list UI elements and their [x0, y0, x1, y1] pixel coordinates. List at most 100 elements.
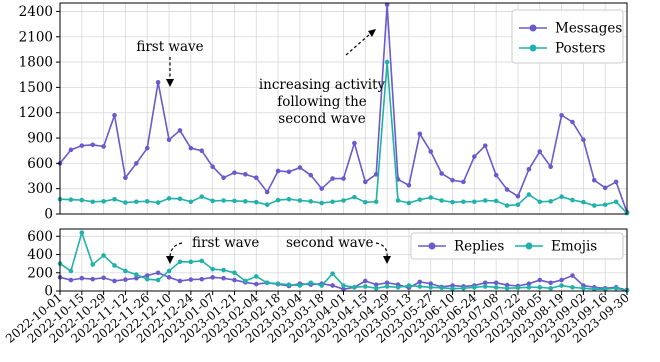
data-point-posters: [319, 200, 324, 206]
data-point-emojis: [613, 285, 619, 291]
data-point-messages: [221, 175, 226, 181]
data-point-messages: [559, 112, 564, 118]
data-point-emojis: [417, 284, 423, 289]
data-point-replies: [155, 270, 161, 276]
data-point-posters: [472, 199, 477, 205]
data-point-emojis: [406, 283, 412, 288]
data-point-replies: [210, 275, 215, 280]
data-point-posters: [384, 59, 390, 65]
data-point-emojis: [188, 259, 194, 265]
data-point-posters: [482, 198, 488, 203]
data-point-messages: [308, 172, 314, 178]
top-y-axis: 0 300 600 900 1200 1500 1800 2100 2400: [19, 4, 60, 223]
data-point-posters: [101, 199, 106, 204]
data-point-emojis: [515, 285, 521, 291]
data-point-emojis: [341, 283, 346, 288]
data-point-messages: [286, 169, 292, 175]
data-point-posters: [79, 197, 85, 203]
data-point-emojis: [79, 230, 85, 235]
data-point-emojis: [297, 283, 303, 288]
data-point-replies: [373, 282, 379, 287]
bottom-legend: Replies Emojis: [410, 232, 624, 260]
data-point-posters: [602, 202, 608, 208]
data-point-messages: [581, 137, 586, 143]
annotation-first-wave: first wave: [136, 39, 203, 55]
data-point-messages: [526, 166, 532, 172]
data-point-posters: [264, 202, 270, 208]
data-point-replies: [188, 277, 194, 282]
data-point-messages: [363, 179, 368, 185]
data-point-posters: [581, 199, 586, 205]
data-point-messages: [591, 177, 597, 183]
data-point-messages: [319, 186, 324, 191]
data-point-messages: [613, 179, 619, 185]
top-series: [57, 2, 630, 216]
data-point-replies: [68, 277, 74, 283]
data-point-posters: [123, 200, 128, 205]
data-point-replies: [450, 283, 455, 288]
data-point-replies: [123, 277, 128, 282]
data-point-messages: [232, 170, 237, 175]
top-panel: 0 300 600 900 1200 1500 1800 2100 2400 first wav…: [19, 2, 630, 223]
data-point-posters: [526, 192, 532, 197]
annotation-first-wave-bottom: first wave: [192, 235, 259, 251]
annotation-second-wave-bottom: second wave: [286, 235, 373, 251]
data-point-messages: [253, 175, 259, 181]
data-point-messages: [210, 164, 215, 170]
y-tick-label: 400: [27, 247, 53, 263]
data-point-emojis: [428, 285, 434, 290]
y-tick-label: 1200: [19, 105, 53, 121]
data-point-replies: [330, 283, 335, 288]
data-point-posters: [570, 197, 575, 203]
data-point-emojis: [461, 285, 466, 291]
bottom-panel: 0 200 400 600 2022-10-012022-10-152022-10-2…: [3, 228, 632, 346]
annotation-line: second wave: [278, 111, 365, 127]
legend-marker-posters: [529, 44, 537, 52]
data-point-replies: [134, 275, 139, 281]
data-point-replies: [144, 273, 150, 278]
data-point-posters: [188, 199, 194, 205]
data-point-messages: [406, 183, 412, 188]
data-point-messages: [548, 164, 553, 170]
data-point-emojis: [123, 268, 128, 274]
data-point-posters: [134, 199, 139, 205]
data-point-emojis: [264, 280, 270, 286]
data-point-messages: [134, 161, 139, 166]
data-point-replies: [537, 277, 543, 283]
data-point-emojis: [570, 285, 575, 290]
data-point-emojis: [232, 270, 237, 276]
data-point-emojis: [482, 284, 488, 289]
data-point-posters: [395, 198, 401, 203]
y-tick-label: 0: [44, 207, 53, 223]
data-point-posters: [548, 199, 553, 204]
data-point-emojis: [472, 285, 477, 290]
legend-label-emojis: Emojis: [551, 239, 597, 255]
data-point-replies: [79, 275, 85, 281]
bottom-x-axis: 2022-10-012022-10-152022-10-292022-11-12…: [3, 290, 632, 345]
legend-box: [511, 9, 624, 64]
data-point-replies: [363, 278, 368, 284]
bottom-series: [57, 230, 630, 293]
data-point-posters: [112, 196, 117, 202]
data-point-posters: [221, 198, 226, 203]
data-point-emojis: [68, 268, 74, 274]
data-point-posters: [493, 198, 499, 204]
data-point-emojis: [395, 285, 401, 290]
data-point-messages: [602, 185, 608, 191]
annotation-arrowhead-second-wave: [368, 29, 376, 37]
y-tick-label: 600: [27, 229, 53, 245]
data-point-emojis: [144, 276, 150, 282]
data-point-messages: [537, 149, 543, 154]
data-point-replies: [232, 277, 237, 283]
data-point-posters: [243, 199, 248, 204]
data-point-emojis: [373, 285, 379, 291]
data-point-replies: [341, 286, 346, 292]
data-point-posters: [559, 194, 564, 199]
legend-label-messages: Messages: [555, 21, 622, 37]
top-annotations: first wave increasing activity following …: [136, 29, 386, 127]
y-tick-label: 600: [27, 156, 53, 172]
y-tick-label: 2100: [19, 29, 53, 45]
data-point-replies: [504, 282, 510, 288]
data-point-emojis: [177, 259, 183, 265]
